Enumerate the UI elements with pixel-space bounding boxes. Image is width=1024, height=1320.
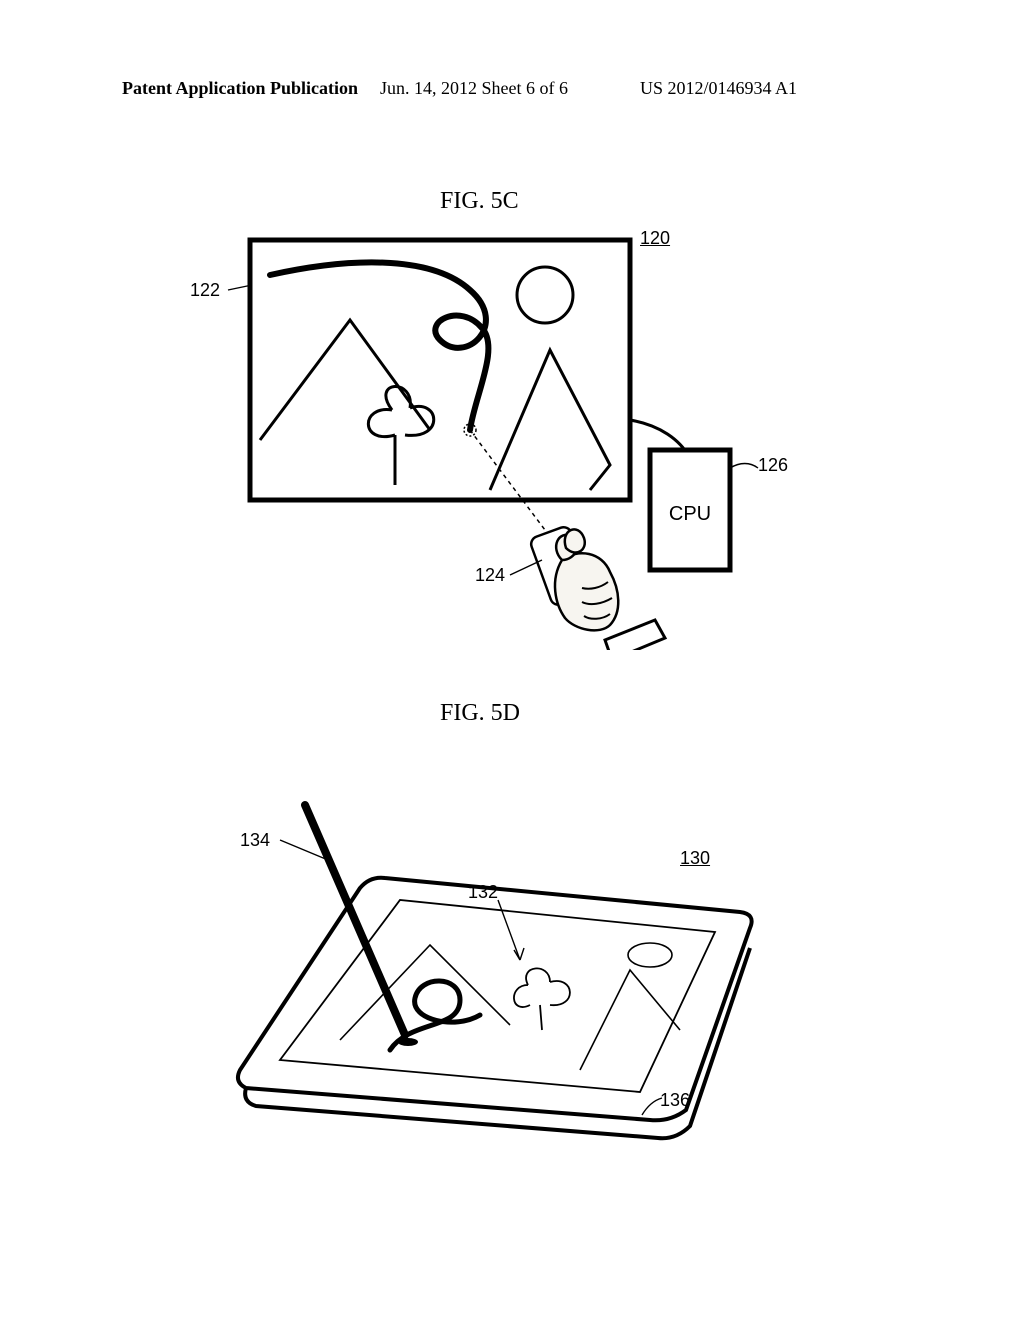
display-frame [250,240,630,500]
ref-132: 132 [468,882,498,903]
scene-tree [368,386,433,485]
scene-sun [517,267,573,323]
figure-5d: 130 132 134 136 [210,770,770,1150]
ref-130: 130 [680,848,710,869]
ref-136: 136 [660,1090,690,1111]
ref-124: 124 [475,565,505,586]
figure-5c-svg: CPU [210,230,770,650]
cpu-label: CPU [669,503,711,525]
hand-cuff [605,620,665,650]
leader-126 [730,464,758,469]
scene-mountain-left [260,320,430,440]
figure-5c-caption: FIG. 5C [440,188,519,215]
ref-134: 134 [240,830,270,851]
user-stroke [270,262,488,430]
ref-122: 122 [190,280,220,301]
leader-124 [510,560,542,575]
header-publication: Patent Application Publication [122,78,358,99]
header-doc-number: US 2012/0146934 A1 [640,78,797,99]
scene-mountain-right [490,350,610,490]
figure-5d-caption: FIG. 5D [440,700,520,727]
stylus-tip [398,1038,418,1046]
hand-with-device [529,525,665,650]
hand-index [565,529,585,552]
ref-120: 120 [640,228,670,249]
header-date-sheet: Jun. 14, 2012 Sheet 6 of 6 [380,78,568,99]
hand-palm [555,553,618,630]
figure-5c: CPU 120 122 124 126 [210,230,770,650]
ref-126: 126 [758,455,788,476]
